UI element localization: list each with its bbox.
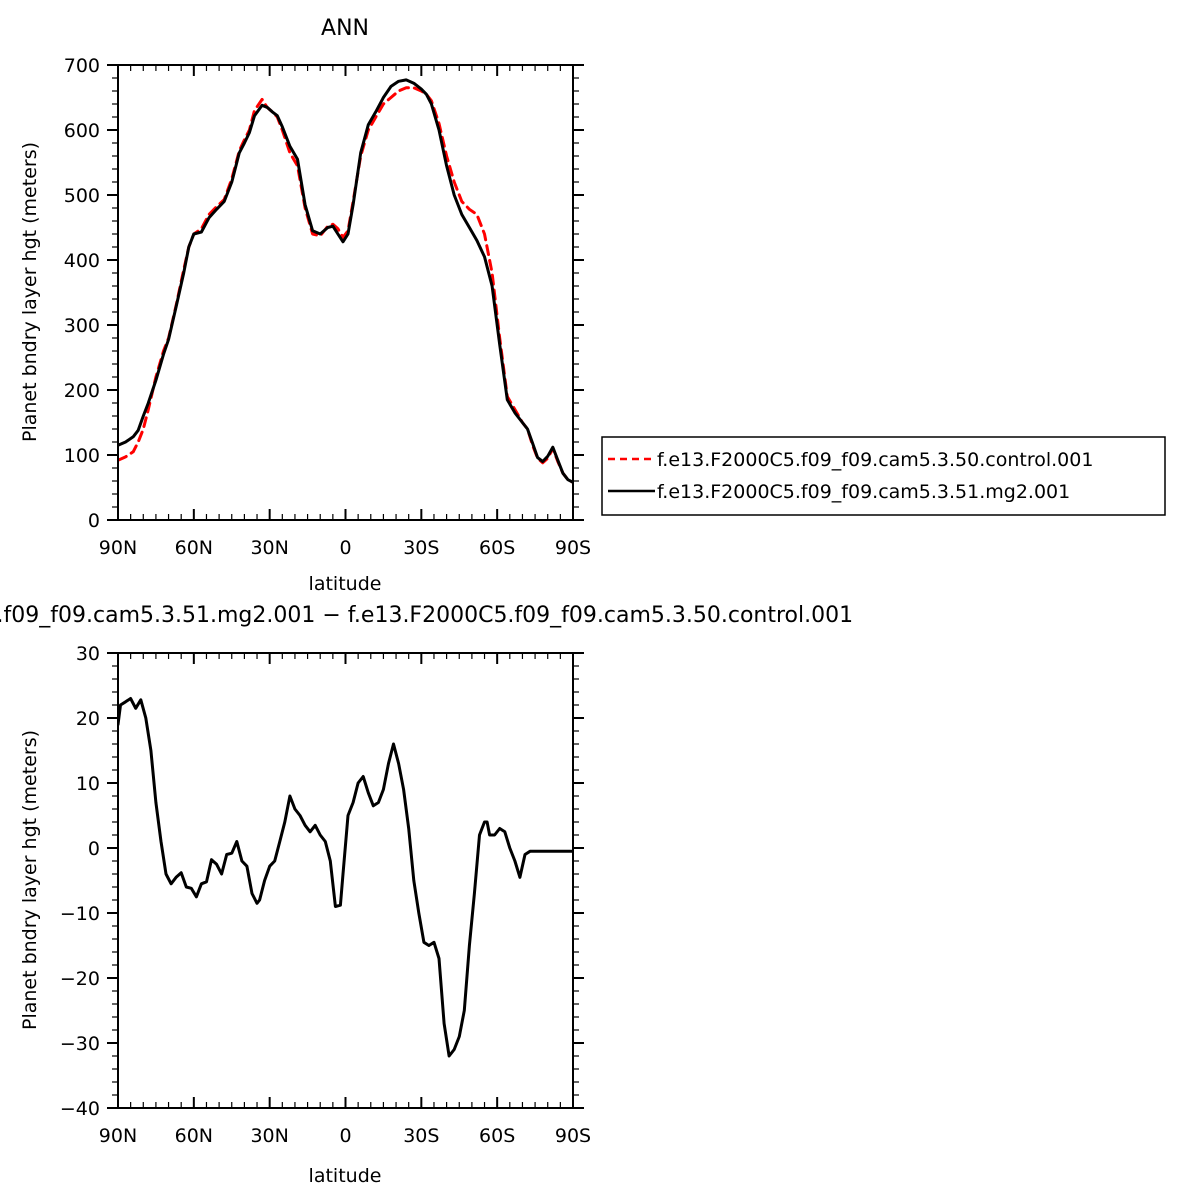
bottom-x-tick-label: 90N xyxy=(99,1125,137,1147)
bottom-chart-title: f.e13.F2000C5.f09_f09.cam5.3.51.mg2.001 … xyxy=(0,603,853,628)
bottom-x-axis-label: latitude xyxy=(309,1165,382,1187)
bottom-y-tick-label: 20 xyxy=(76,708,100,730)
top-y-tick-label: 200 xyxy=(64,380,100,402)
bottom-y-tick-label: 0 xyxy=(88,838,100,860)
bottom-x-tick-label: 0 xyxy=(339,1125,351,1147)
top-x-axis-label: latitude xyxy=(309,573,382,595)
bottom-y-tick-label: −10 xyxy=(60,903,100,925)
legend-label-control: f.e13.F2000C5.f09_f09.cam5.3.50.control.… xyxy=(657,449,1093,471)
top-y-tick-label: 700 xyxy=(64,55,100,77)
bottom-plot-frame xyxy=(117,652,574,1109)
top-plot-frame xyxy=(117,64,574,521)
bottom-x-tick-label: 30S xyxy=(403,1125,439,1147)
top-y-tick-label: 100 xyxy=(64,445,100,467)
bottom-y-tick-label: 30 xyxy=(76,643,100,665)
top-x-tick-label: 60N xyxy=(175,537,213,559)
bottom-x-tick-label: 60N xyxy=(175,1125,213,1147)
legend-box xyxy=(601,436,1166,516)
bottom-y-tick-label: 10 xyxy=(76,773,100,795)
bottom-axes: 90N 60N 30N 0 30S 60S 90S −40 −30 −20 −10 0 10 20 30 xyxy=(60,643,591,1147)
top-x-tick-label: 90N xyxy=(99,537,137,559)
bottom-y-tick-label: −40 xyxy=(60,1098,100,1120)
bottom-y-tick-label: −20 xyxy=(60,968,100,990)
top-y-tick-label: 600 xyxy=(64,120,100,142)
top-series-group xyxy=(118,78,573,484)
bottom-x-tick-label: 60S xyxy=(479,1125,515,1147)
top-y-tick-label: 300 xyxy=(64,315,100,337)
bottom-series-line-0 xyxy=(118,697,573,1058)
bottom-x-tick-label: 90S xyxy=(555,1125,591,1147)
bottom-y-axis-label: Planet bndry layer hgt (meters) xyxy=(19,730,41,1030)
bottom-panel: f.e13.F2000C5.f09_f09.cam5.3.51.mg2.001 … xyxy=(0,603,853,1187)
top-y-axis-label: Planet bndry layer hgt (meters) xyxy=(19,142,41,442)
top-x-tick-label: 90S xyxy=(555,537,591,559)
top-x-tick-label: 30S xyxy=(403,537,439,559)
top-panel: ANN 90N 60N 30N 0 30S 60S 90S 0 100 200 300 400 500 6… xyxy=(19,16,591,595)
bottom-x-tick-label: 30N xyxy=(250,1125,288,1147)
top-x-tick-label: 0 xyxy=(339,537,351,559)
top-x-tick-label: 60S xyxy=(479,537,515,559)
legend-label-mg2: f.e13.F2000C5.f09_f09.cam5.3.51.mg2.001 xyxy=(657,481,1070,503)
legend: f.e13.F2000C5.f09_f09.cam5.3.50.control.… xyxy=(601,436,1166,516)
top-series-line-0 xyxy=(118,86,573,484)
bottom-series-group xyxy=(118,697,573,1058)
top-y-tick-label: 0 xyxy=(88,510,100,532)
top-axes: 90N 60N 30N 0 30S 60S 90S 0 100 200 300 400 500 600 70… xyxy=(64,55,591,559)
top-chart-title: ANN xyxy=(321,16,369,41)
top-y-tick-label: 500 xyxy=(64,185,100,207)
top-x-tick-label: 30N xyxy=(250,537,288,559)
top-y-tick-label: 400 xyxy=(64,250,100,272)
bottom-y-tick-label: −30 xyxy=(60,1033,100,1055)
top-series-line-1 xyxy=(118,78,573,484)
